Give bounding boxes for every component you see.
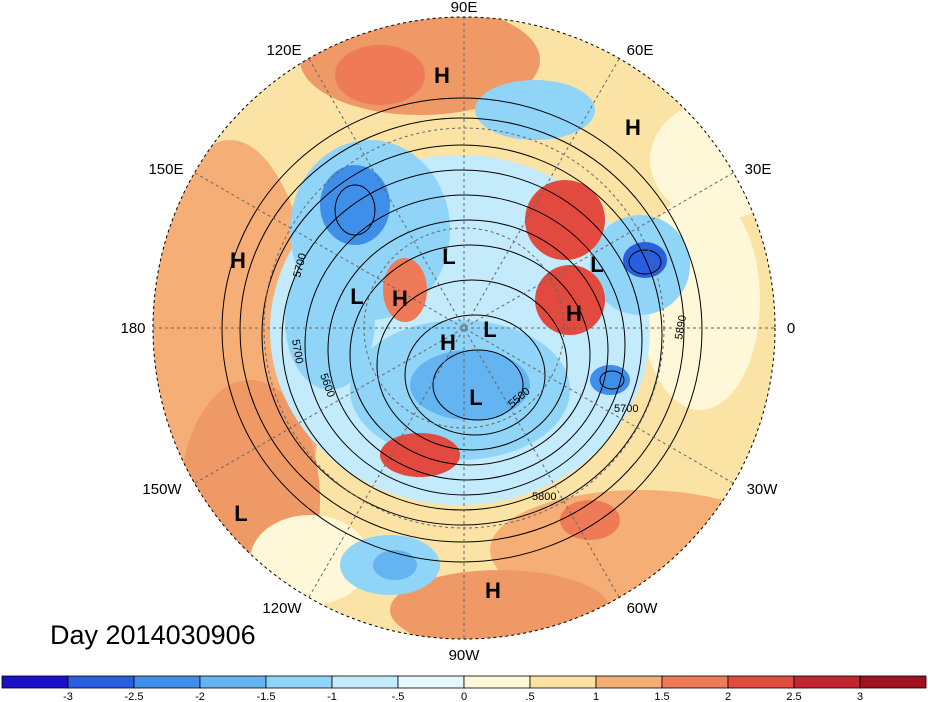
polar-map: 90E 60E 30E 0 30W 60W 90W 120W 150W 180 … xyxy=(120,0,795,664)
colorbar-swatch xyxy=(265,675,333,689)
colorbar-swatch xyxy=(529,675,597,689)
colorbar-tick-label: .5 xyxy=(525,691,534,702)
colorbar-tick-label: -.5 xyxy=(392,691,405,702)
low-center-mark: L xyxy=(350,284,363,309)
lon-label-90e: 90E xyxy=(451,0,478,16)
low-center-mark: L xyxy=(442,244,455,269)
low-center-mark: L xyxy=(234,501,247,526)
lon-label-150w: 150W xyxy=(142,481,182,498)
low-center-mark: L xyxy=(469,385,482,410)
colorbar-swatch xyxy=(595,675,663,689)
high-center-mark: H xyxy=(625,115,641,140)
map-disk xyxy=(153,17,775,639)
colorbar-tick-label: -2.5 xyxy=(125,691,144,702)
longitude-labels: 90E 60E 30E 0 30W 60W 90W 120W 150W 180 … xyxy=(120,0,795,664)
high-center-mark: H xyxy=(485,578,501,603)
colorbar-ticks: -3 -2.5 -2 -1.5 -1 -.5 0 .5 1 1.5 2 2.5 3 xyxy=(63,691,863,702)
colorbar-tick-label: 3 xyxy=(857,691,863,702)
cold-anomaly-alaska xyxy=(285,250,375,390)
cold-core-europe xyxy=(623,242,667,278)
high-center-mark: H xyxy=(392,286,408,311)
lon-label-0: 0 xyxy=(787,320,795,337)
day-label: Day 2014030906 xyxy=(50,620,256,650)
high-center-mark: H xyxy=(566,301,582,326)
colorbar-tick-label: -1 xyxy=(327,691,337,702)
lon-label-90w: 90W xyxy=(449,647,481,664)
lon-label-150e: 150E xyxy=(148,161,183,178)
lon-label-30w: 30W xyxy=(747,481,779,498)
grid-lines xyxy=(153,17,775,639)
colorbar-swatch xyxy=(463,675,531,689)
contour-label-2: 5700 xyxy=(289,338,305,364)
lon-label-120w: 120W xyxy=(262,600,302,617)
cold-anomaly-asia xyxy=(475,80,595,140)
colorbar-tick-label: 1 xyxy=(593,691,599,702)
colorbar-swatch xyxy=(727,675,795,689)
contour-label-4: 5800 xyxy=(532,491,556,503)
map-border xyxy=(152,16,776,640)
warm-core-arctic xyxy=(383,258,427,322)
colorbar-swatch xyxy=(793,675,861,689)
pressure-centers: H H H L L H L H H L L L H xyxy=(230,63,641,603)
colorbar-tick-label: -3 xyxy=(63,691,73,702)
high-center-mark: H xyxy=(434,63,450,88)
cold-core-pacific-south xyxy=(373,550,417,580)
cold-core-siberia xyxy=(320,165,390,245)
colorbar-swatch xyxy=(199,675,267,689)
contour-label-5: 5890 xyxy=(673,314,689,340)
colorbar-tick-label: 2 xyxy=(725,691,731,702)
warm-core-atlantic xyxy=(560,500,620,540)
lon-label-60w: 60W xyxy=(627,600,659,617)
colorbar-tick-label: 1.5 xyxy=(654,691,669,702)
colorbar-swatch xyxy=(331,675,399,689)
warm-core-north xyxy=(335,45,425,105)
colorbar-tick-label: 0 xyxy=(461,691,467,702)
colorbar-swatch xyxy=(1,675,69,689)
cold-core-canada xyxy=(410,350,530,420)
low-center-mark: L xyxy=(483,317,496,342)
colorbar: -3 -2.5 -2 -1.5 -1 -.5 0 .5 1 1.5 2 2.5 3 xyxy=(1,675,927,702)
high-center-mark: H xyxy=(230,248,246,273)
colorbar-swatches xyxy=(1,675,927,689)
lon-label-180: 180 xyxy=(120,320,145,337)
contour-label-6: 5700 xyxy=(614,403,638,415)
lon-label-60e: 60E xyxy=(627,42,654,59)
lon-label-120e: 120E xyxy=(266,42,301,59)
colorbar-swatch xyxy=(133,675,201,689)
cold-core-atlantic xyxy=(590,365,630,395)
height-contours xyxy=(221,97,703,563)
colorbar-tick-label: 2.5 xyxy=(786,691,801,702)
warm-core-scandinavia xyxy=(525,180,605,260)
colorbar-swatch xyxy=(397,675,465,689)
low-center-mark: L xyxy=(590,252,603,277)
lon-label-30e: 30E xyxy=(745,161,772,178)
colorbar-tick-label: -1.5 xyxy=(257,691,276,702)
colorbar-swatch xyxy=(859,675,927,689)
colorbar-tick-label: -2 xyxy=(195,691,205,702)
high-center-mark: H xyxy=(440,330,456,355)
colorbar-swatch xyxy=(661,675,729,689)
colorbar-swatch xyxy=(67,675,135,689)
